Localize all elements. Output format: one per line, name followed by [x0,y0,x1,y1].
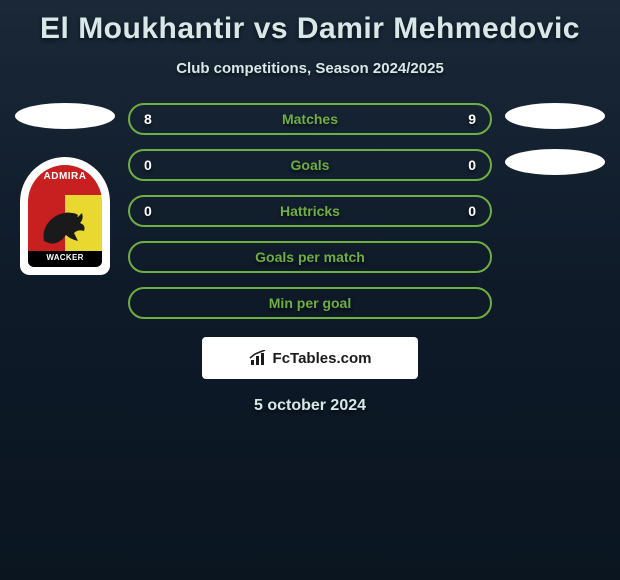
stat-row-gpm: Goals per match [128,241,492,273]
stat-left-value: 0 [144,157,152,173]
left-column: ADMIRA WACKER [10,103,120,275]
stat-left-value: 0 [144,203,152,219]
badge-inner: ADMIRA WACKER [28,165,102,267]
stat-row-goals: 0 Goals 0 [128,149,492,181]
stat-row-matches: 8 Matches 9 [128,103,492,135]
player-right-oval-1 [505,103,605,129]
stat-right-value: 0 [468,157,476,173]
stat-row-mpg: Min per goal [128,287,492,319]
player-right-oval-2 [505,149,605,175]
stat-label: Matches [282,111,338,127]
badge-bottom-text: WACKER [28,251,102,267]
player-left-oval [15,103,115,129]
chart-icon [249,350,269,366]
stat-right-value: 0 [468,203,476,219]
stat-label: Goals [291,157,330,173]
subtitle: Club competitions, Season 2024/2025 [0,60,620,77]
stat-label: Hattricks [280,203,340,219]
dragon-icon [38,201,92,247]
stat-label: Goals per match [255,249,365,265]
club-badge: ADMIRA WACKER [20,157,110,275]
stat-right-value: 9 [468,111,476,127]
stat-left-value: 8 [144,111,152,127]
stat-row-hattricks: 0 Hattricks 0 [128,195,492,227]
brand-box[interactable]: FcTables.com [202,337,418,379]
page-title: El Moukhantir vs Damir Mehmedovic [0,0,620,46]
content-wrap: ADMIRA WACKER 8 Matches 9 0 Goals 0 0 Ha… [0,103,620,319]
right-column [500,103,610,195]
badge-top-text: ADMIRA [28,165,102,195]
brand-text: FcTables.com [273,350,372,367]
stat-label: Min per goal [269,295,351,311]
stats-column: 8 Matches 9 0 Goals 0 0 Hattricks 0 Goal… [120,103,500,319]
date-text: 5 october 2024 [0,397,620,415]
